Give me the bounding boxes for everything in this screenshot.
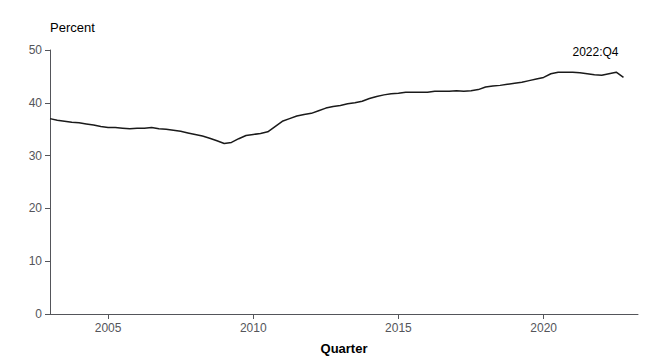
svg-text:30: 30 [29,149,43,163]
svg-text:0: 0 [35,307,42,321]
svg-text:2005: 2005 [95,321,122,335]
svg-text:Percent: Percent [50,20,95,35]
svg-text:20: 20 [29,201,43,215]
svg-text:2015: 2015 [385,321,412,335]
svg-text:40: 40 [29,96,43,110]
svg-text:2010: 2010 [240,321,267,335]
svg-text:2020: 2020 [530,321,557,335]
svg-text:2022:Q4: 2022:Q4 [572,45,618,59]
svg-text:50: 50 [29,43,43,57]
svg-text:10: 10 [29,254,43,268]
svg-text:Quarter: Quarter [321,341,368,356]
